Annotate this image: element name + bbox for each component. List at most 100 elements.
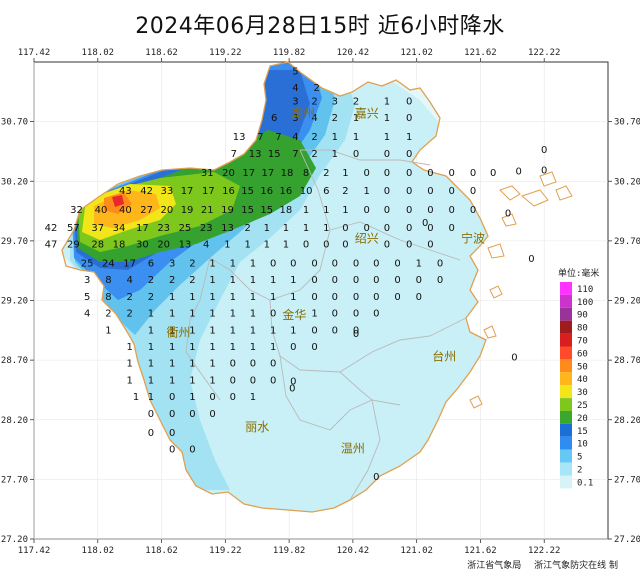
station-value: 6 [271, 113, 277, 124]
station-value: 17 [181, 186, 194, 197]
station-value: 7 [257, 132, 263, 143]
station-value: 0 [470, 168, 476, 179]
station-value: 1 [209, 292, 215, 303]
station-value: 0 [427, 168, 433, 179]
station-value: 0 [394, 292, 400, 303]
station-value: 1 [126, 359, 132, 370]
station-value: 1 [270, 292, 276, 303]
station-value: 0 [290, 342, 296, 353]
station-value: 1 [332, 132, 338, 143]
legend-swatch [560, 462, 572, 476]
station-value: 1 [189, 392, 195, 403]
station-value: 40 [119, 205, 132, 216]
station-value: 3 [332, 96, 338, 107]
border-wz [349, 399, 381, 501]
station-value: 1 [148, 325, 154, 336]
station-value: 0 [270, 259, 276, 270]
station-value: 0 [364, 168, 370, 179]
station-value: 5 [292, 67, 298, 78]
station-value: 0 [416, 275, 422, 286]
station-value: 2 [323, 168, 329, 179]
station-value: 0 [541, 145, 547, 156]
station-value: 0 [250, 375, 256, 386]
station-value: 13 [179, 239, 192, 250]
station-value: 0 [406, 186, 412, 197]
station-value: 0 [311, 292, 317, 303]
station-value: 7 [292, 149, 298, 160]
station-value: 0 [406, 149, 412, 160]
station-value: 2 [189, 275, 195, 286]
y-tick-label-left: 30.20 [1, 177, 28, 187]
legend-label: 0.1 [577, 478, 593, 488]
station-value: 23 [200, 223, 213, 234]
station-value: 25 [179, 223, 192, 234]
station-value: 4 [126, 275, 132, 286]
station-value: 1 [323, 223, 329, 234]
station-value: 1 [250, 259, 256, 270]
legend-swatch [560, 398, 572, 411]
x-tick-label-bottom: 119.82 [273, 546, 306, 556]
station-value: 47 [45, 239, 58, 250]
station-value: 0 [384, 205, 390, 216]
credit-line: 浙江省气象局 浙江气象防灾在线 制 [457, 558, 618, 571]
station-value: 1 [133, 392, 139, 403]
station-value: 31 [201, 168, 214, 179]
station-value: 17 [242, 168, 255, 179]
station-value: 1 [209, 359, 215, 370]
station-value: 0 [384, 186, 390, 197]
station-value: 1 [189, 292, 195, 303]
station-value: 1 [290, 292, 296, 303]
border-hz-south [209, 149, 331, 301]
legend-label: 5 [577, 453, 582, 463]
station-value: 3 [169, 259, 175, 270]
border-sx-nb [329, 221, 461, 261]
station-value: 7 [275, 132, 281, 143]
station-value: 0 [353, 149, 359, 160]
station-value: 0 [353, 275, 359, 286]
y-tick-label-left: 28.20 [1, 416, 28, 426]
station-value: 1 [250, 309, 256, 320]
station-value: 1 [323, 205, 329, 216]
station-value: 1 [209, 342, 215, 353]
station-value: 40 [95, 205, 108, 216]
station-value: 6 [323, 186, 329, 197]
station-value: 7 [231, 149, 237, 160]
station-value: 0 [311, 325, 317, 336]
station-value: 0 [323, 239, 329, 250]
station-value: 0 [427, 186, 433, 197]
credit-producer: 浙江气象防灾在线 制 [534, 561, 618, 571]
station-value: 1 [303, 205, 309, 216]
station-value: 1 [353, 113, 359, 124]
station-value: 0 [449, 205, 455, 216]
station-value: 1 [148, 392, 154, 403]
station-value: 18 [281, 168, 294, 179]
station-value: 0 [342, 239, 348, 250]
station-value: 1 [250, 325, 256, 336]
legend-label: 10 [577, 440, 588, 450]
station-value: 1 [189, 325, 195, 336]
station-value: 1 [169, 325, 175, 336]
station-value: 0 [311, 342, 317, 353]
station-value: 57 [67, 223, 80, 234]
station-value: 2 [244, 223, 250, 234]
border-hz-jx [300, 149, 431, 166]
station-value: 1 [406, 132, 412, 143]
station-value: 1 [250, 342, 256, 353]
station-value: 0 [169, 409, 175, 420]
legend-unit: 单位:毫米 [558, 267, 599, 279]
station-value: 1 [230, 292, 236, 303]
y-tick-label-left: 28.70 [1, 356, 28, 366]
legend-label: 15 [577, 427, 588, 437]
station-value: 0 [342, 223, 348, 234]
x-tick-label-bottom: 122.22 [528, 546, 561, 556]
station-value: 19 [181, 205, 194, 216]
x-tick-label-bottom: 118.02 [82, 546, 115, 556]
legend-label: 110 [577, 285, 593, 295]
station-value: 1 [384, 132, 390, 143]
station-value: 1 [169, 375, 175, 386]
legend-swatch [560, 411, 572, 424]
station-value: 16 [222, 186, 235, 197]
station-value: 0 [373, 275, 379, 286]
station-value: 1 [230, 325, 236, 336]
